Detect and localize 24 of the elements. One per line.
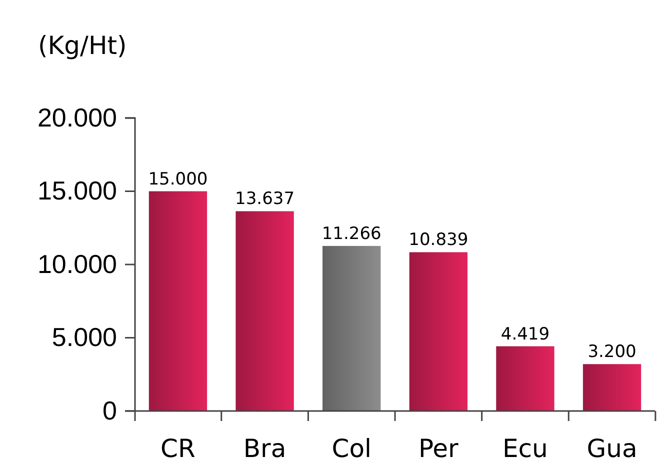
x-tick-label: Bra [243,434,286,463]
bar [582,364,642,411]
x-tick-label: Per [418,434,460,463]
y-tick-label: 5.000 [52,322,117,352]
bar [496,346,554,411]
y-tick-label: 20.000 [37,102,117,132]
x-tick-label: Gua [586,434,638,463]
bar [236,211,294,411]
y-tick-label: 15.000 [37,176,117,206]
y-tick-label: 0 [102,395,117,426]
x-tick-label: Ecu [502,434,548,463]
data-label: 10.839 [408,230,468,250]
y-axis-title: (Kg/Ht) [38,31,127,60]
data-label: 13.637 [235,189,295,210]
data-label: 15.000 [148,169,208,190]
bar [409,252,468,411]
data-label: 3.200 [588,342,636,362]
bar [148,191,208,411]
data-label: 4.419 [500,324,550,344]
y-tick-label: 10.000 [37,248,117,279]
x-tick-label: CR [160,434,196,463]
bar [322,246,381,411]
data-label: 11.266 [322,224,382,244]
x-tick-label: Col [332,434,372,463]
